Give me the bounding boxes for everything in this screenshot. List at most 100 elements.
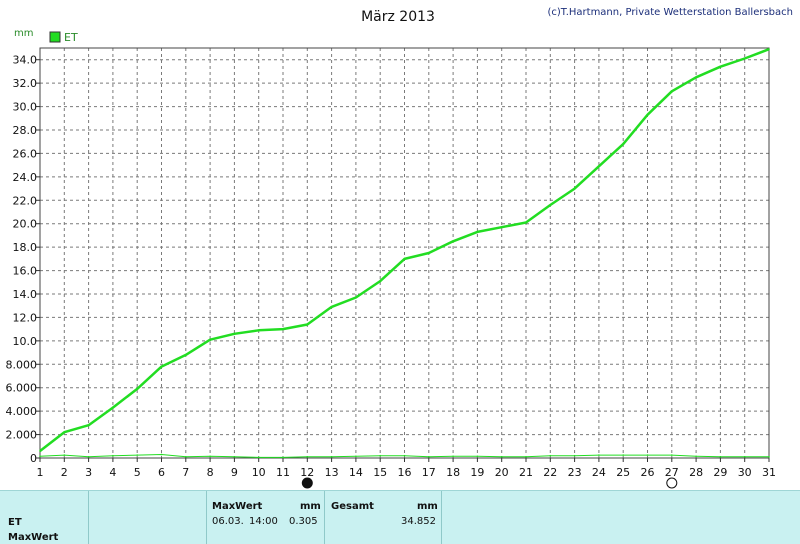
data-point-et: [306, 323, 309, 326]
data-point-et: [452, 240, 454, 243]
data-point-daily: [500, 456, 503, 458]
data-point-daily: [87, 456, 90, 458]
data-point-daily: [63, 454, 66, 456]
legend: ET: [49, 31, 78, 44]
y-tick-label: 10.0: [13, 335, 38, 348]
data-point-daily: [355, 455, 357, 458]
y-tick-label: 4.000: [6, 405, 38, 418]
data-point-daily: [257, 456, 260, 459]
y-tick-label: 22.0: [13, 194, 38, 207]
x-tick-label: 5: [134, 466, 141, 479]
y-tick-label: 18.0: [13, 241, 38, 254]
data-point-et: [233, 333, 236, 335]
data-point-et: [185, 354, 187, 356]
x-tick-label: 12: [300, 466, 314, 479]
data-point-daily: [768, 456, 770, 458]
x-tick-label: 27: [665, 466, 679, 479]
y-tick-label: 30.0: [13, 101, 38, 114]
x-tick-label: 14: [349, 466, 363, 479]
data-point-et: [160, 365, 163, 368]
row-label-maxwert: MaxWert: [8, 532, 59, 543]
maxwert-header: MaxWert: [212, 501, 263, 512]
data-point-et: [112, 406, 114, 409]
data-point-et: [719, 65, 722, 68]
data-point-daily: [646, 454, 649, 456]
et-chart: März 2013 (c)T.Hartmann, Private Wetters…: [6, 7, 793, 489]
table-divider: [441, 491, 442, 544]
data-point-et: [743, 57, 746, 60]
x-tick-label: 6: [158, 466, 165, 479]
data-point-daily: [743, 456, 746, 458]
x-tick-label: 11: [276, 466, 290, 479]
data-point-et: [355, 296, 357, 299]
data-point-daily: [282, 456, 284, 459]
x-tick-label: 19: [470, 466, 484, 479]
row-label-et: ET: [8, 517, 22, 528]
data-point-et: [549, 204, 552, 206]
data-point-et: [39, 450, 41, 452]
x-tick-label: 18: [446, 466, 460, 479]
data-point-daily: [306, 456, 309, 458]
data-point-et: [87, 424, 90, 427]
x-tick-label: 22: [543, 466, 557, 479]
table-divider: [88, 491, 89, 544]
series-layer: [39, 48, 770, 459]
x-tick-label: 16: [398, 466, 412, 479]
data-point-daily: [379, 454, 382, 457]
data-point-daily: [452, 455, 454, 458]
x-tick-label: 8: [207, 466, 214, 479]
data-point-daily: [573, 454, 576, 457]
legend-swatch: [49, 31, 61, 43]
table-divider: [206, 491, 207, 544]
data-point-et: [598, 165, 600, 168]
data-point-et: [209, 338, 211, 341]
data-point-daily: [622, 454, 624, 456]
data-point-et: [257, 329, 260, 332]
data-point-daily: [695, 455, 697, 458]
credit-text: (c)T.Hartmann, Private Wetterstation Bal…: [547, 7, 793, 18]
new-moon-icon: [301, 477, 313, 489]
data-point-et: [476, 231, 479, 233]
x-tick-label: 1: [37, 466, 44, 479]
data-point-daily: [330, 456, 333, 458]
data-point-daily: [525, 456, 527, 458]
data-point-daily: [233, 456, 236, 458]
gesamt-header: Gesamt: [331, 501, 374, 512]
grid: [40, 48, 769, 458]
x-tick-label: 25: [616, 466, 630, 479]
data-point-et: [282, 328, 284, 330]
full-moon-icon: [666, 477, 678, 489]
data-point-daily: [719, 456, 722, 458]
y-tick-label: 0: [30, 452, 37, 465]
data-point-daily: [476, 455, 479, 458]
x-tick-label: 10: [252, 466, 266, 479]
data-point-et: [525, 221, 527, 224]
data-point-et: [646, 113, 649, 116]
data-point-daily: [209, 455, 211, 458]
x-tick-label: 20: [495, 466, 509, 479]
y-tick-label: 6.000: [6, 382, 38, 395]
x-tick-label: 24: [592, 466, 606, 479]
data-point-daily: [39, 455, 41, 458]
y-tick-label: 24.0: [13, 171, 38, 184]
data-point-daily: [549, 454, 552, 457]
x-tick-label: 26: [641, 466, 655, 479]
data-point-et: [136, 388, 138, 390]
data-point-et: [768, 48, 770, 50]
table-divider: [324, 491, 325, 544]
data-point-et: [63, 431, 66, 434]
data-point-et: [403, 258, 406, 260]
y-tick-label: 16.0: [13, 265, 38, 278]
x-tick-label: 2: [61, 466, 68, 479]
data-point-daily: [403, 454, 406, 457]
data-point-et: [330, 306, 333, 308]
x-tick-label: 21: [519, 466, 533, 479]
y-tick-label: 28.0: [13, 124, 38, 137]
data-point-daily: [671, 454, 673, 456]
x-axis: 1 2 3 4 5 6 7 8 9 10 11 12 13 14 15 16 17 18 19 20 21 22 23 24 2…: [37, 458, 776, 479]
data-point-daily: [185, 456, 187, 458]
data-point-et: [573, 187, 576, 190]
maxwert-date: 06.03.: [212, 516, 244, 527]
data-point-daily: [160, 453, 163, 456]
y-tick-label: 26.0: [13, 147, 38, 160]
